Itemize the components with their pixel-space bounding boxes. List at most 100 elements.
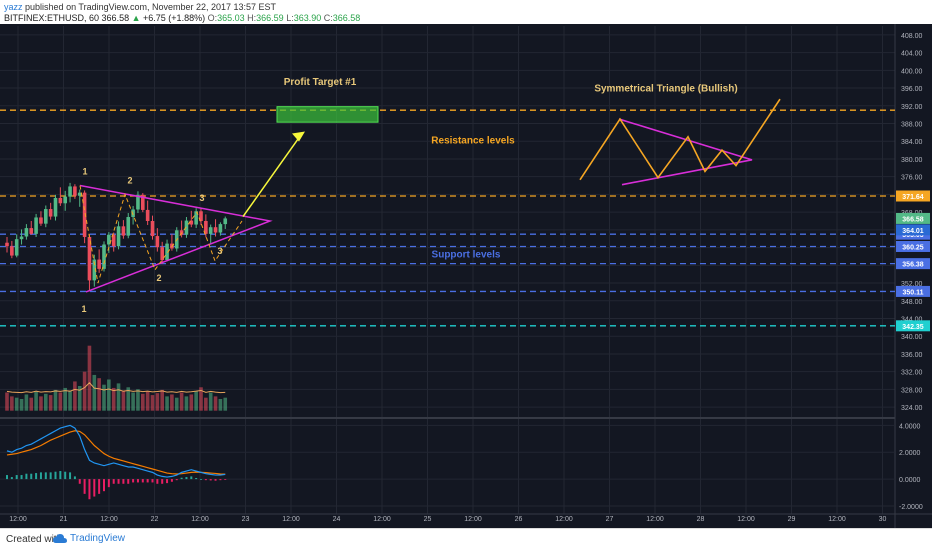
macd-histogram-bar — [180, 477, 183, 480]
support-label: Support levels — [432, 249, 501, 260]
macd-histogram-bar — [175, 479, 178, 481]
candle-body — [116, 226, 121, 247]
price-badge-label: 342.35 — [902, 324, 924, 331]
macd-histogram-bar — [49, 472, 52, 480]
time-tick-label: 30 — [879, 516, 887, 523]
price-badge — [896, 240, 930, 252]
macd-histogram-bar — [44, 472, 47, 480]
candle-body — [10, 246, 14, 256]
time-tick-label: 27 — [606, 516, 614, 523]
last-price: 366.58 — [101, 13, 130, 23]
time-tick-label: 12:00 — [191, 516, 209, 523]
volume-bar — [184, 396, 189, 411]
macd-histogram-bar — [127, 479, 130, 484]
candle-body — [44, 209, 48, 224]
price-badge — [896, 285, 930, 297]
open-value: 365.03 — [217, 13, 245, 23]
macd-histogram-bar — [69, 472, 72, 480]
volume-bar — [121, 391, 126, 411]
price-tick-label: 344.00 — [901, 317, 923, 324]
price-badge-label: 363.03 — [902, 232, 924, 239]
candle-body — [73, 186, 77, 196]
volume-bar — [150, 395, 155, 411]
candle-body — [141, 194, 145, 210]
volume-bar — [189, 394, 194, 411]
price-tick-label: 328.00 — [901, 387, 923, 394]
author-link[interactable]: yazz — [4, 2, 23, 12]
price-badge — [896, 320, 930, 332]
candle-body — [155, 236, 160, 248]
candle-body — [126, 217, 131, 236]
time-tick-label: 24 — [333, 516, 341, 523]
candle-body — [58, 197, 63, 204]
volume-bar — [63, 387, 67, 411]
candle-body — [131, 209, 135, 218]
volume-bar — [39, 396, 43, 411]
candle-body — [24, 228, 29, 237]
wave-number-label: 3 — [217, 246, 222, 256]
candle-body — [48, 209, 53, 217]
candle-body — [5, 242, 9, 247]
volume-bar — [107, 379, 111, 411]
volume-bar — [19, 398, 24, 411]
macd-histogram-bar — [103, 479, 105, 492]
candle-body — [213, 227, 218, 233]
wave-number-label: 1 — [81, 304, 86, 314]
volume-bar — [102, 384, 106, 411]
price-badge-label: 364.01 — [902, 228, 924, 235]
volume-bar — [29, 397, 34, 411]
wave-number-label: 3 — [199, 193, 204, 203]
candle-body — [145, 209, 150, 221]
time-tick-label: 22 — [151, 516, 159, 523]
volume-bar — [165, 396, 169, 411]
macd-histogram-bar — [10, 477, 13, 480]
time-tick-label: 12:00 — [464, 516, 482, 523]
time-tick-label: 26 — [515, 516, 523, 523]
profit-target-label: Profit Target #1 — [284, 77, 357, 88]
macd-histogram-bar — [15, 475, 18, 480]
volume-bar — [82, 371, 87, 411]
volume-bar — [204, 397, 208, 411]
time-tick-label: 12:00 — [646, 516, 664, 523]
macd-histogram-bar — [30, 473, 33, 480]
candle-body — [92, 259, 97, 281]
price-tick-label: 404.00 — [901, 51, 923, 58]
time-tick-label: 21 — [60, 516, 68, 523]
price-badge — [896, 258, 930, 270]
volume-bar — [24, 394, 29, 411]
candle-body — [160, 247, 164, 260]
profit-target-box — [276, 106, 379, 123]
high-value: 366.59 — [256, 13, 284, 23]
price-tick-label: 332.00 — [901, 370, 923, 377]
time-tick-label: 12:00 — [282, 516, 300, 523]
publish-text: published on TradingView.com, November 2… — [25, 2, 277, 12]
macd-histogram-bar — [64, 471, 67, 480]
wave-path — [79, 185, 243, 284]
volume-bar — [145, 391, 150, 411]
time-tick-label: 25 — [424, 516, 432, 523]
macd-histogram-bar — [35, 473, 38, 480]
macd-histogram-bar — [185, 477, 188, 480]
resistance-label: Resistance levels — [431, 135, 515, 146]
price-tick-label: 384.00 — [901, 139, 923, 146]
macd-histogram-bar — [161, 479, 164, 484]
price-tick-label: 324.00 — [901, 405, 923, 412]
price-tick-label: 376.00 — [901, 175, 923, 182]
candle-body — [204, 221, 208, 234]
price-tick-label: 388.00 — [901, 122, 923, 129]
candle-body — [199, 211, 203, 221]
volume-bar — [44, 393, 48, 411]
price-tick-label: 396.00 — [901, 86, 923, 93]
price-chart[interactable]: 408.00 404.00 400.00 396.00 392.00 388.00 384.… — [0, 24, 932, 528]
tradingview-brand[interactable]: TradingView — [70, 533, 126, 544]
macd-histogram-bar — [146, 479, 149, 483]
wave-number-label: 2 — [156, 273, 161, 283]
candle-body — [14, 239, 19, 256]
candle-body — [189, 220, 194, 225]
volume-bar — [5, 392, 9, 411]
volume-bar — [141, 393, 145, 411]
volume-bar — [136, 389, 140, 411]
macd-histogram-bar — [88, 479, 91, 500]
candle-body — [111, 234, 116, 247]
volume-bar — [213, 396, 218, 411]
